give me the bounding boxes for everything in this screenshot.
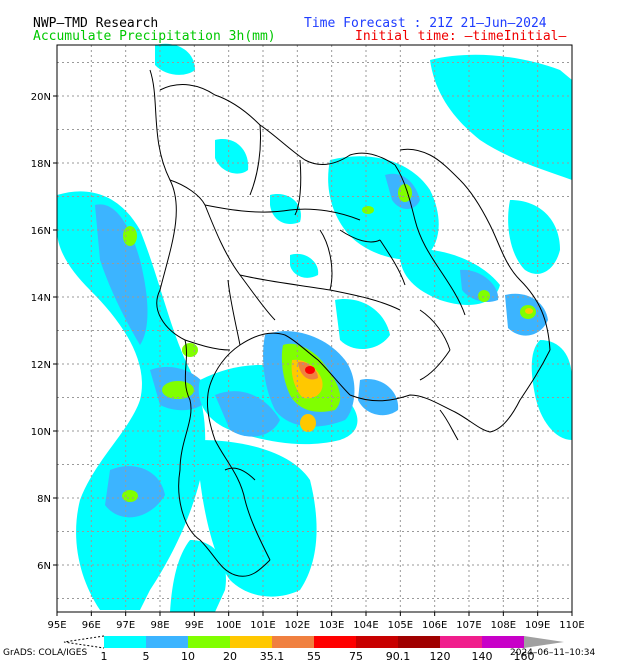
render-timestamp: 2024–06–11–10:34 bbox=[510, 648, 596, 658]
legend-label: 55 bbox=[307, 650, 321, 660]
lon-label: 95E bbox=[47, 620, 66, 631]
lat-label: 10N bbox=[31, 427, 51, 438]
grads-credit: GrADS: COLA/IGES bbox=[3, 648, 88, 658]
legend-upper-arrow bbox=[524, 636, 564, 648]
legend-label: 90.1 bbox=[386, 650, 411, 660]
lat-label: 16N bbox=[31, 226, 51, 237]
precipitation-field bbox=[57, 43, 572, 612]
legend-label: 75 bbox=[349, 650, 363, 660]
legend-swatch bbox=[356, 636, 398, 648]
legend-swatch bbox=[314, 636, 356, 648]
lon-label: 97E bbox=[116, 620, 135, 631]
forecast-time: Time Forecast : 21Z 21–Jun–2024 bbox=[304, 16, 547, 31]
lat-label: 8N bbox=[37, 494, 51, 505]
legend-label: 160 bbox=[514, 650, 535, 660]
lon-label: 110E bbox=[559, 620, 584, 631]
legend-label: 120 bbox=[430, 650, 451, 660]
model-title: NWP–TMD Research bbox=[33, 16, 159, 31]
legend-lower-arrow bbox=[63, 635, 105, 649]
lon-label: 96E bbox=[82, 620, 101, 631]
legend-swatch bbox=[272, 636, 314, 648]
map-frame bbox=[56, 44, 573, 613]
lon-label: 105E bbox=[388, 620, 413, 631]
legend-label: 1 bbox=[101, 650, 108, 660]
legend-label: 20 bbox=[223, 650, 237, 660]
lon-label: 100E bbox=[216, 620, 241, 631]
legend-swatch bbox=[398, 636, 440, 648]
lat-label: 18N bbox=[31, 159, 51, 170]
lon-label: 106E bbox=[422, 620, 447, 631]
lon-label: 101E bbox=[250, 620, 275, 631]
color-legend: 1 5 10 20 35.1 55 75 90.1 120 140 160 bbox=[63, 635, 564, 660]
lon-label: 104E bbox=[353, 620, 378, 631]
longitude-labels: 95E 96E 97E 98E 99E 100E 101E 102E 103E 104E 105E 1… bbox=[47, 612, 585, 631]
legend-swatch bbox=[230, 636, 272, 648]
lon-label: 99E bbox=[185, 620, 204, 631]
lon-label: 103E bbox=[319, 620, 344, 631]
legend-swatch bbox=[188, 636, 230, 648]
legend-label: 10 bbox=[181, 650, 195, 660]
legend-label: 35.1 bbox=[260, 650, 285, 660]
legend-label: 5 bbox=[143, 650, 150, 660]
product-title: Accumulate Precipitation 3h(mm) bbox=[33, 29, 276, 44]
lon-label: 98E bbox=[150, 620, 169, 631]
lat-label: 6N bbox=[37, 561, 51, 572]
coastline-and-borders bbox=[149, 69, 551, 577]
initial-time: Initial time: –timeInitial– bbox=[355, 29, 567, 44]
lat-label: 12N bbox=[31, 360, 51, 371]
legend-label: 140 bbox=[472, 650, 493, 660]
lon-label: 109E bbox=[525, 620, 550, 631]
lon-label: 108E bbox=[491, 620, 516, 631]
legend-swatch bbox=[440, 636, 482, 648]
legend-swatch bbox=[146, 636, 188, 648]
lat-label: 20N bbox=[31, 92, 51, 103]
lon-label: 107E bbox=[456, 620, 481, 631]
latitude-labels: 20N 18N 16N 14N 12N 10N 8N 6N bbox=[31, 92, 57, 572]
lon-label: 102E bbox=[285, 620, 310, 631]
lat-lon-grid bbox=[57, 45, 572, 612]
lat-label: 14N bbox=[31, 293, 51, 304]
legend-swatch bbox=[482, 636, 524, 648]
legend-swatch bbox=[104, 636, 146, 648]
